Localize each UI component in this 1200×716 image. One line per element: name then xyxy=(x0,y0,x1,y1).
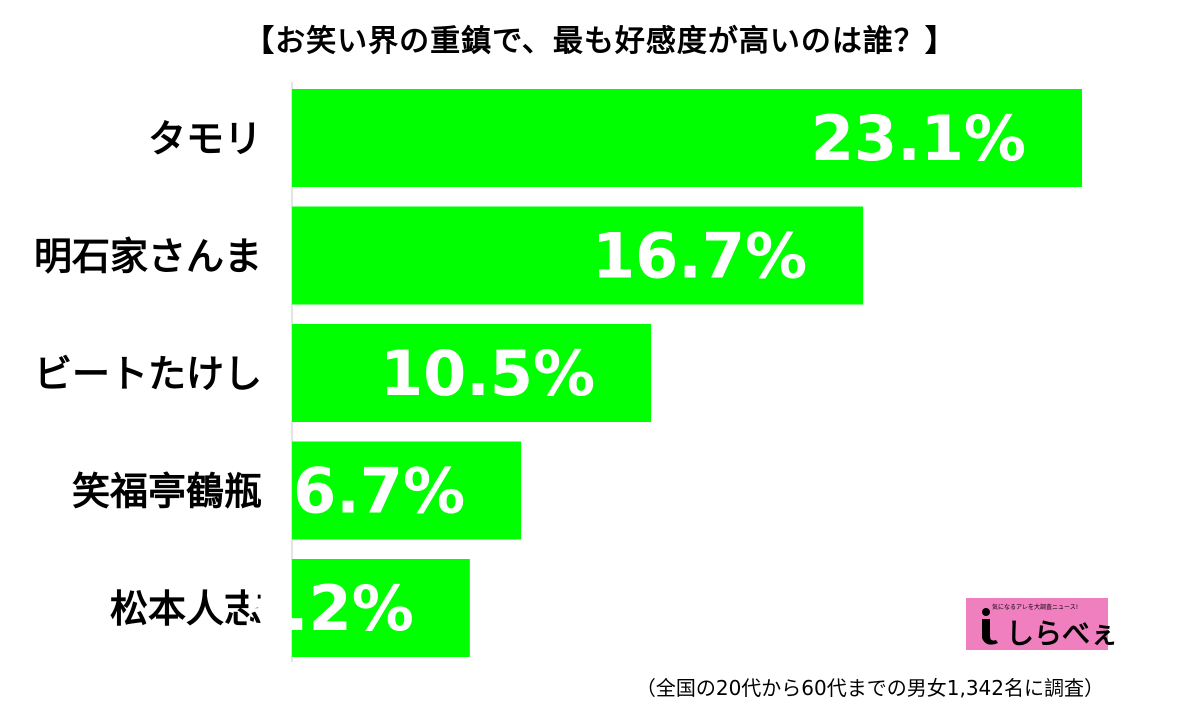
category-label: ビートたけし xyxy=(34,352,262,396)
logo-tagline: 気になるアレを大調査ニュース! xyxy=(992,604,1079,611)
value-label: 6.7% xyxy=(293,455,465,528)
value-label: 23.1% xyxy=(811,102,1026,175)
chart-title: 【お笑い界の重鎮で、最も好感度が高いのは誰？】 xyxy=(244,24,956,59)
value-label: 10.5% xyxy=(380,337,595,410)
logo-i-icon xyxy=(982,608,998,645)
bar xyxy=(292,559,470,657)
value-label: 16.7% xyxy=(592,220,807,293)
bar xyxy=(292,89,1083,187)
shirabee-logo: 気になるアレを大調査ニュース! しらべぇ xyxy=(966,598,1118,650)
category-label: 明石家さんま xyxy=(34,235,262,279)
category-label: タモリ xyxy=(148,117,262,161)
bar xyxy=(292,324,652,422)
value-label: 5.2% xyxy=(242,572,414,645)
category-label: 笑福亭鶴瓶 xyxy=(72,470,262,514)
category-label: 松本人志 xyxy=(110,587,262,631)
survey-footnote: （全国の20代から60代までの男女1,342名に調査） xyxy=(635,676,1104,700)
bar xyxy=(292,206,864,305)
logo-text: しらべぇ xyxy=(1006,617,1119,650)
bar xyxy=(292,441,522,540)
